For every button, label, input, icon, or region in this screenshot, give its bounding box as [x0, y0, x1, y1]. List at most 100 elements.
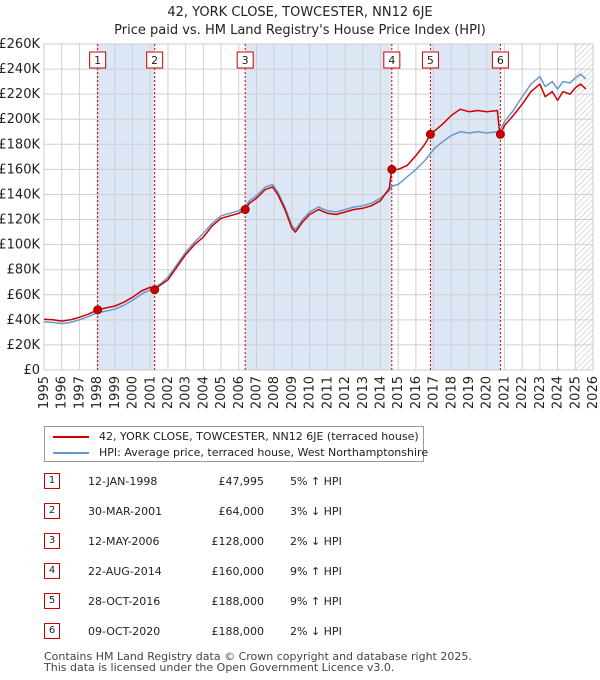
x-tick-label: 2014	[373, 376, 388, 409]
legend-swatch-property	[53, 436, 89, 438]
x-tick-label: 2015	[391, 376, 406, 409]
x-tick-label: 1995	[37, 376, 52, 409]
sale-number-badge: 4	[44, 563, 60, 579]
y-tick-label: £100K	[0, 238, 40, 253]
x-tick-label: 2019	[462, 376, 477, 409]
x-tick-label: 2006	[232, 376, 247, 409]
sale-price: £188,000	[211, 625, 265, 638]
sale-hpi-diff: 9% ↑ HPI	[290, 565, 342, 578]
x-tick-label: 2013	[356, 376, 371, 409]
chart-title-line1: 42, YORK CLOSE, TOWCESTER, NN12 6JE	[167, 5, 433, 20]
y-tick-label: £220K	[0, 87, 40, 102]
footer-line1: Contains HM Land Registry data © Crown c…	[44, 650, 472, 663]
y-axis-ticks: £0 £20K £40K £60K £80K £100K £120K £140K £160K £1…	[0, 37, 40, 378]
x-tick-label: 1999	[108, 376, 123, 409]
sale-number-badge: 3	[44, 533, 60, 549]
sale-row: 6 09-OCT-2020 £188,000 2% ↓ HPI	[0, 622, 600, 642]
shaded-period	[97, 44, 155, 370]
sale-marker-number: 4	[388, 54, 395, 67]
x-tick-label: 2010	[303, 376, 318, 409]
x-tick-label: 1998	[90, 376, 105, 409]
sale-hpi-diff: 2% ↓ HPI	[290, 535, 342, 548]
y-tick-label: £40K	[7, 313, 41, 328]
x-tick-label: 2000	[126, 376, 141, 409]
sale-price: £47,995	[218, 475, 265, 488]
sale-number-badge: 5	[44, 593, 60, 609]
x-tick-label: 2021	[497, 376, 512, 409]
chart-title-line2: Price paid vs. HM Land Registry's House …	[114, 23, 486, 38]
x-tick-label: 2009	[285, 376, 300, 409]
x-tick-label: 2002	[161, 376, 176, 409]
x-tick-label: 2012	[338, 376, 353, 409]
sale-marker-box	[146, 51, 164, 69]
sale-hpi-diff: 3% ↓ HPI	[290, 505, 342, 518]
y-tick-label: £260K	[0, 37, 40, 52]
x-tick-label: 1997	[72, 376, 87, 409]
y-tick-label: £0	[23, 363, 40, 378]
sale-marker-box	[236, 51, 254, 69]
y-tick-label: £200K	[0, 112, 40, 127]
series-line	[43, 73, 587, 325]
x-tick-label: 2003	[179, 376, 194, 409]
sale-row: 4 22-AUG-2014 £160,000 9% ↑ HPI	[0, 562, 600, 582]
sale-row: 2 30-MAR-2001 £64,000 3% ↓ HPI	[0, 502, 600, 522]
x-tick-label: 2024	[551, 376, 566, 409]
sale-number-badge: 2	[44, 503, 60, 519]
y-tick-label: £160K	[0, 162, 40, 177]
y-tick-label: £120K	[0, 213, 40, 228]
footer-attribution: Contains HM Land Registry data © Crown c…	[44, 651, 472, 673]
chart-title: 42, YORK CLOSE, TOWCESTER, NN12 6JE Pric…	[0, 4, 600, 40]
sale-date: 12-MAY-2006	[88, 535, 160, 548]
price-chart: 1 2 3 4 5 6 £0 £20K £40K £60K £80K £100K £120K £140K…	[0, 37, 600, 409]
sale-row: 3 12-MAY-2006 £128,000 2% ↓ HPI	[0, 532, 600, 552]
sale-marker-number: 5	[427, 54, 434, 67]
sale-marker-number: 1	[94, 54, 101, 67]
x-tick-label: 2020	[480, 376, 495, 409]
legend-label-hpi: HPI: Average price, terraced house, West…	[99, 446, 429, 459]
x-tick-label: 2016	[409, 376, 424, 409]
x-tick-label: 2008	[267, 376, 282, 409]
sale-price: £160,000	[211, 565, 265, 578]
sale-number-badge: 6	[44, 623, 60, 639]
sale-marker-box	[383, 51, 401, 69]
sale-hpi-diff: 2% ↓ HPI	[290, 625, 342, 638]
sale-price: £64,000	[218, 505, 265, 518]
sale-point	[495, 129, 505, 139]
plot-frame	[43, 43, 594, 371]
x-tick-label: 2025	[568, 376, 583, 409]
sale-points	[93, 129, 505, 315]
y-tick-label: £80K	[7, 263, 41, 278]
sale-point	[387, 164, 397, 174]
x-tick-label: 2022	[515, 376, 530, 409]
x-tick-label: 2001	[143, 376, 158, 409]
x-tick-label: 2018	[444, 376, 459, 409]
sale-hpi-diff: 9% ↑ HPI	[290, 595, 342, 608]
sale-price: £188,000	[211, 595, 265, 608]
sale-number-badge: 1	[44, 473, 60, 489]
y-tick-label: £180K	[0, 137, 40, 152]
sale-marker-box	[421, 51, 439, 69]
y-tick-label: £140K	[0, 187, 40, 202]
x-tick-label: 2026	[586, 376, 600, 409]
x-tick-label: 2023	[533, 376, 548, 409]
sale-marker-number: 2	[151, 54, 158, 67]
sale-price: £128,000	[211, 535, 265, 548]
forecast-hatch	[575, 44, 593, 370]
x-tick-label: 2011	[320, 376, 335, 409]
sale-point	[150, 285, 160, 295]
y-tick-label: £240K	[0, 62, 40, 77]
legend-swatch-hpi	[53, 452, 89, 454]
legend: 42, YORK CLOSE, TOWCESTER, NN12 6JE (ter…	[44, 426, 428, 462]
sale-point	[93, 305, 103, 315]
sale-row: 1 12-JAN-1998 £47,995 5% ↑ HPI	[0, 472, 600, 492]
x-tick-label: 2007	[250, 376, 265, 409]
footer-line2: This data is licensed under the Open Gov…	[44, 661, 395, 674]
sale-point	[240, 205, 250, 215]
shaded-period	[430, 44, 501, 370]
sale-marker-labels: 1 2 3 4 5 6	[89, 51, 509, 69]
legend-label-property: 42, YORK CLOSE, TOWCESTER, NN12 6JE (ter…	[99, 430, 419, 443]
sale-marker-number: 3	[242, 54, 249, 67]
sale-date: 12-JAN-1998	[88, 475, 158, 488]
sale-point	[425, 129, 435, 139]
sale-date: 30-MAR-2001	[88, 505, 163, 518]
